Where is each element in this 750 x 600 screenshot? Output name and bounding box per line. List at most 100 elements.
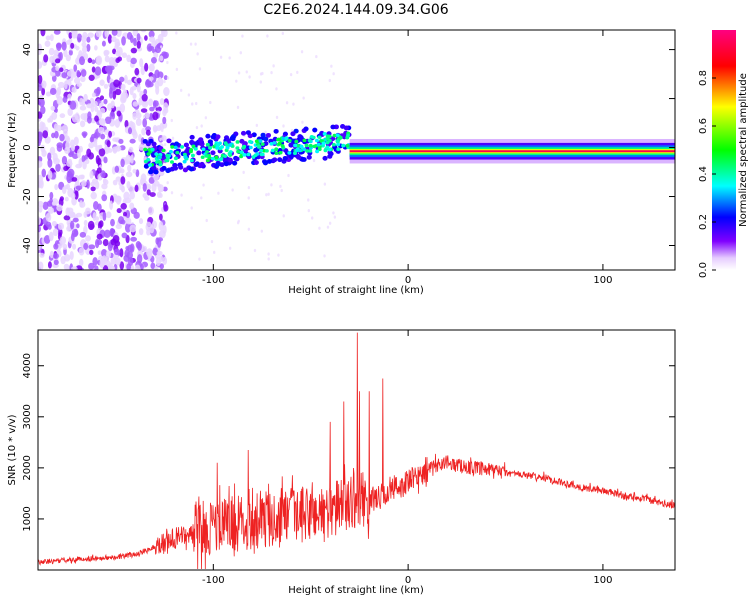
noise-mark <box>332 72 335 76</box>
noise-mark <box>74 190 79 200</box>
noise-mark <box>52 253 59 260</box>
noise-mark <box>103 156 108 164</box>
signal-mark <box>325 145 330 150</box>
noise-mark <box>56 95 64 106</box>
noise-mark <box>159 45 163 49</box>
noise-mark <box>59 133 65 142</box>
signal-mark <box>218 157 223 162</box>
noise-mark <box>158 193 163 198</box>
signal-mark <box>299 157 306 162</box>
noise-mark <box>106 140 111 148</box>
noise-mark <box>270 71 273 75</box>
signal-mark <box>142 138 148 144</box>
noise-mark <box>275 115 279 119</box>
noise-mark <box>83 211 88 219</box>
noise-mark <box>93 141 98 148</box>
noise-mark <box>290 129 294 133</box>
noise-mark <box>281 31 285 35</box>
noise-mark <box>312 158 316 163</box>
noise-mark <box>69 250 74 260</box>
noise-mark <box>105 250 112 259</box>
noise-mark <box>162 256 168 265</box>
noise-mark <box>124 223 131 233</box>
noise-mark <box>247 196 250 200</box>
signal-mark <box>169 160 174 164</box>
x-tick-label: 0 <box>405 575 411 586</box>
noise-mark <box>301 120 304 124</box>
noise-mark <box>102 265 109 270</box>
noise-mark <box>97 203 102 212</box>
noise-mark <box>190 206 193 210</box>
snr-background <box>38 330 675 570</box>
noise-mark <box>38 134 43 144</box>
noise-mark <box>171 136 175 140</box>
snr-frame <box>37 329 676 571</box>
noise-mark <box>102 211 107 221</box>
noise-mark <box>72 243 77 250</box>
noise-mark <box>121 36 126 46</box>
noise-mark <box>158 221 164 231</box>
noise-mark <box>79 200 83 208</box>
noise-mark <box>73 228 78 237</box>
signal-mark <box>214 155 219 160</box>
noise-mark <box>161 128 164 133</box>
signal-mark <box>216 143 221 147</box>
y-tick-label: 20 <box>22 92 33 105</box>
signal-mark <box>264 149 269 153</box>
noise-mark <box>148 30 155 38</box>
noise-mark <box>143 88 148 95</box>
spectrogram-x-axis-label: Height of straight line (km) <box>288 285 424 296</box>
signal-mark <box>328 151 334 157</box>
noise-mark <box>114 88 122 96</box>
noise-mark <box>91 92 96 98</box>
x-tick-label: 100 <box>593 275 612 286</box>
noise-mark <box>248 75 251 79</box>
noise-mark <box>79 105 87 111</box>
noise-mark <box>209 100 212 105</box>
signal-mark <box>256 145 261 149</box>
signal-mark <box>287 138 292 143</box>
noise-mark <box>163 102 169 111</box>
signal-mark <box>239 150 244 154</box>
noise-mark <box>93 200 99 210</box>
noise-mark <box>245 70 248 74</box>
signal-mark <box>253 153 258 158</box>
noise-mark <box>237 71 241 75</box>
noise-mark <box>333 215 337 219</box>
noise-mark <box>91 66 96 73</box>
signal-mark <box>248 145 253 150</box>
noise-mark <box>95 154 100 165</box>
noise-mark <box>38 242 41 251</box>
signal-mark <box>323 148 328 153</box>
colorbar-gradient <box>712 30 736 270</box>
noise-mark <box>135 112 142 119</box>
noise-mark <box>56 204 63 212</box>
signal-mark <box>189 148 194 152</box>
noise-mark <box>101 40 106 47</box>
noise-mark <box>328 221 332 225</box>
noise-mark <box>47 261 52 269</box>
noise-mark <box>48 231 54 242</box>
snr-panel: -100 0 100 1000 2000 3000 4000 Height of strai… <box>7 329 676 596</box>
noise-mark <box>300 50 304 54</box>
noise-mark <box>38 174 44 183</box>
signal-mark <box>205 158 210 163</box>
noise-mark <box>124 92 129 99</box>
signal-mark <box>277 157 283 163</box>
signal-mark <box>332 133 337 138</box>
spectrogram-y-axis-label: Frequency (Hz) <box>7 112 18 188</box>
noise-mark <box>83 242 89 250</box>
noise-mark <box>91 59 96 65</box>
signal-mark <box>143 147 148 152</box>
noise-mark <box>51 74 57 82</box>
signal-mark <box>210 150 216 156</box>
noise-mark <box>108 130 112 138</box>
signal-mark <box>157 160 162 164</box>
noise-mark <box>158 76 162 81</box>
noise-mark <box>154 69 160 79</box>
noise-mark <box>95 238 100 249</box>
noise-mark <box>166 181 169 185</box>
noise-mark <box>49 191 54 200</box>
noise-mark <box>157 33 164 43</box>
noise-mark <box>228 56 231 60</box>
